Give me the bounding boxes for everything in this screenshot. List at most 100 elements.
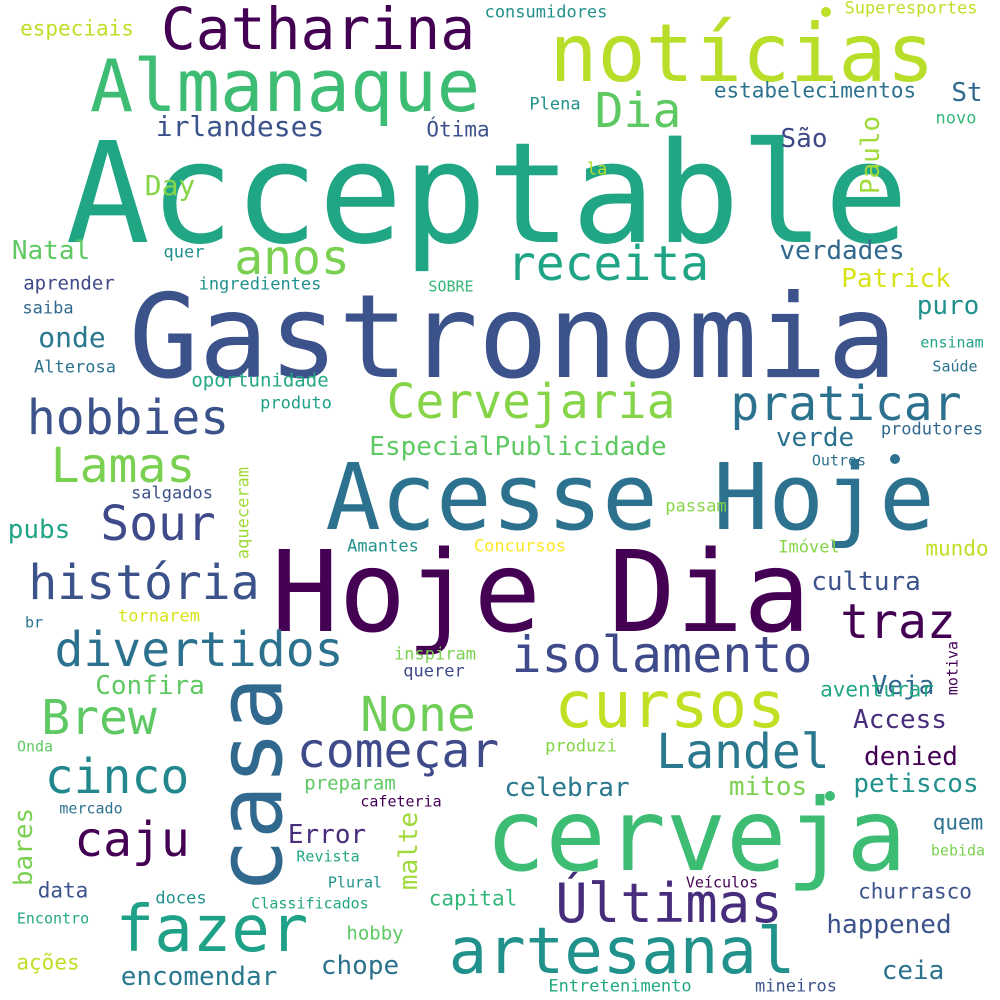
word: Revista (296, 847, 360, 866)
word: Brew (41, 690, 157, 746)
word: Lamas (50, 438, 196, 494)
word: bares (9, 807, 39, 887)
word: Últimas (555, 872, 783, 935)
word: isolamento (511, 626, 813, 684)
word: happened (826, 910, 952, 940)
word: None (360, 687, 476, 743)
word: Landel (656, 724, 830, 780)
word: receita (506, 236, 710, 292)
word: puro (916, 291, 980, 321)
word: estabelecimentos (713, 78, 917, 103)
word: casa (198, 676, 303, 894)
word: Entretenimento (548, 976, 692, 997)
word: St (951, 78, 983, 108)
word: encomendar (120, 962, 278, 992)
word: história (28, 555, 260, 611)
dot-mark (890, 454, 900, 464)
word: caju (74, 812, 190, 868)
word: Acesse Hoje (325, 444, 935, 551)
word: notícias (549, 7, 935, 100)
word: preparam (304, 772, 396, 795)
word: traz (840, 594, 956, 650)
word: ações (16, 950, 80, 975)
word: SOBRE (428, 277, 474, 296)
word: ceia (881, 956, 945, 986)
word: Access (853, 705, 947, 735)
word: motiva (943, 640, 962, 696)
word: Acceptable (65, 113, 909, 276)
word: Day (144, 169, 196, 202)
word: cultura (811, 567, 921, 597)
word: anos (234, 230, 350, 286)
word: produzi (545, 736, 617, 757)
word: produtores (880, 419, 984, 440)
word: hobbies (26, 390, 230, 446)
word: capital (428, 886, 518, 911)
word: ensinam (920, 333, 984, 352)
word: Paulo (856, 115, 886, 195)
word: quer (163, 242, 205, 263)
word: verde (775, 423, 855, 453)
word: produto (260, 393, 332, 414)
word: querer (403, 661, 465, 682)
word: Veículos (685, 873, 759, 892)
word: Plena (529, 94, 581, 115)
word: verdades (779, 236, 905, 266)
word: doces (155, 888, 207, 909)
word: aqueceram (233, 466, 254, 560)
word: pubs (7, 515, 71, 545)
dot-mark (825, 791, 835, 801)
word: Classificados (251, 894, 369, 913)
word: Concursos (473, 536, 567, 557)
word: passam (665, 496, 727, 517)
word: Hoje Dia (271, 528, 811, 658)
word: Gastronomia (128, 270, 898, 405)
word: São (780, 124, 828, 154)
word: Cervejaria (386, 374, 676, 430)
word: começar (296, 723, 500, 779)
word: cinco (44, 749, 190, 805)
word: divertidos (54, 622, 344, 678)
word: br (24, 613, 44, 632)
word: Encontro (16, 909, 90, 928)
word: artesanal (448, 915, 796, 989)
word: Dia (594, 83, 682, 139)
word: Amantes (347, 536, 419, 557)
word: Veja (871, 671, 935, 701)
word: consumidores (484, 2, 608, 23)
word: saiba (22, 298, 74, 319)
word: Onda (16, 737, 54, 756)
word: Error (287, 820, 367, 850)
word: Imóvel (778, 537, 840, 558)
word: chope (320, 951, 400, 981)
word: cerveja (485, 777, 907, 894)
word: churrasco (858, 879, 972, 904)
word: Plural (327, 873, 383, 892)
word: praticar (730, 376, 962, 432)
word: malte (394, 811, 424, 891)
word: Saúde (932, 357, 978, 376)
word: oportunidade (191, 369, 329, 392)
word: mundo (925, 536, 989, 561)
word: denied (864, 742, 958, 772)
word: mercado (59, 799, 123, 818)
word: cursos (554, 669, 786, 743)
word: ingredientes (198, 274, 322, 295)
word: aprender (23, 272, 115, 295)
word: cafeteria (360, 792, 442, 811)
word: Confira (95, 671, 205, 701)
word: Natal (11, 236, 91, 266)
word: EspecialPublicidade (369, 432, 667, 462)
word: especiais (20, 16, 134, 41)
word: data (37, 878, 89, 903)
word: Superesportes (844, 0, 978, 19)
word: quem (932, 810, 984, 835)
dot-mark (821, 7, 831, 17)
word: mineiros (755, 976, 837, 997)
word: Almanaque (89, 44, 481, 128)
word: Catharina (160, 0, 476, 63)
word: mitos (728, 772, 808, 802)
word: Outros (811, 451, 867, 470)
word: irlandeses (155, 110, 325, 143)
